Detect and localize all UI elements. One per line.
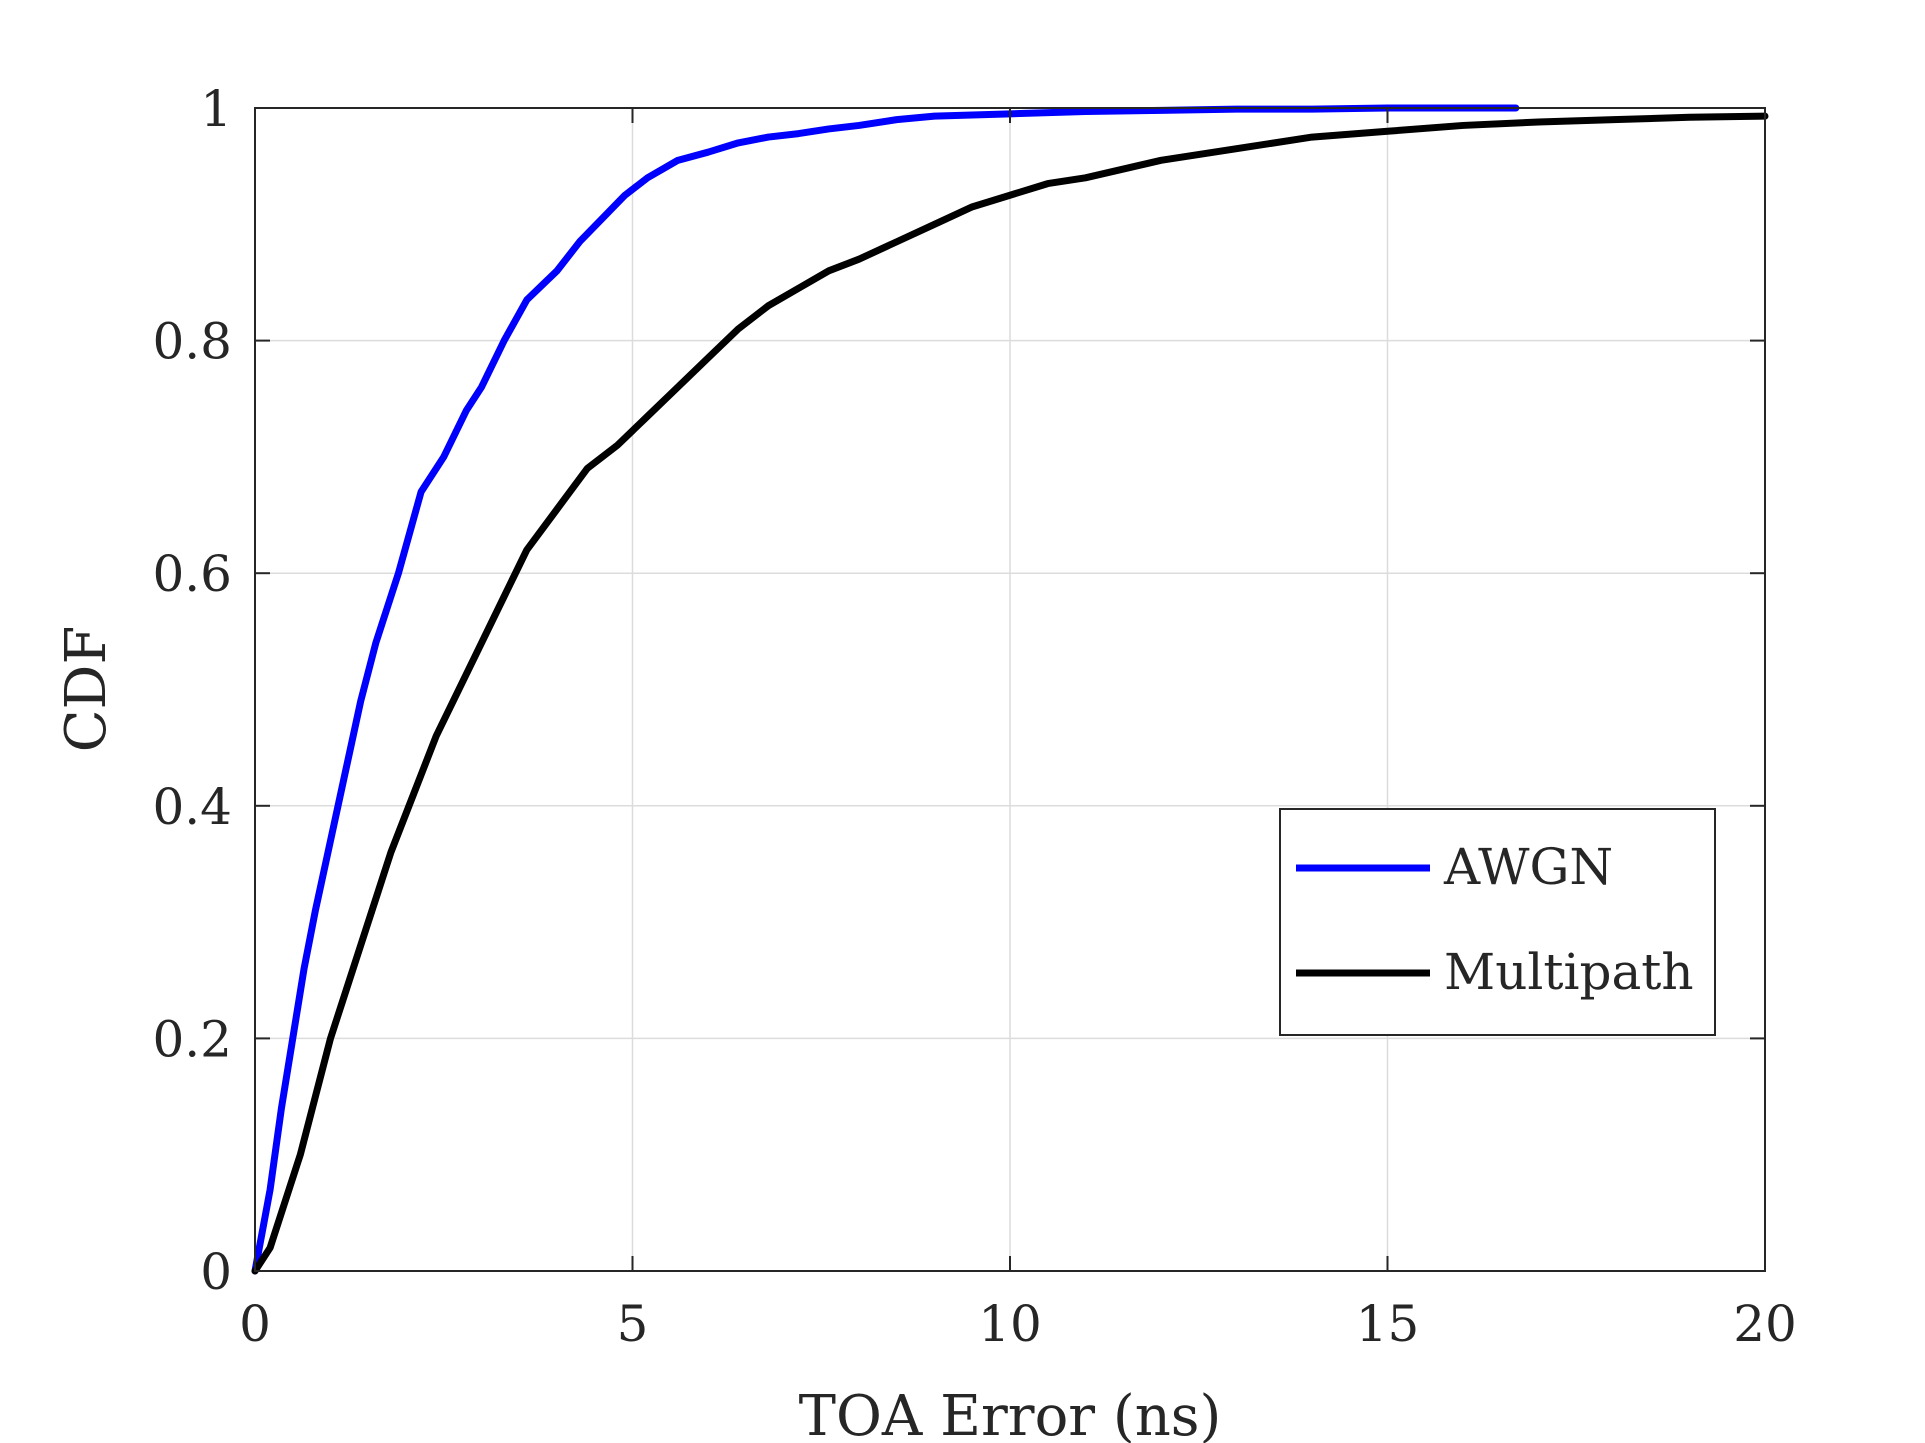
- x-tick-label: 15: [1356, 1295, 1420, 1353]
- x-tick-label: 20: [1733, 1295, 1797, 1353]
- y-axis-title: CDF: [54, 626, 119, 753]
- y-tick-label: 0.6: [152, 545, 232, 603]
- y-tick-label: 1: [200, 80, 232, 138]
- y-tick-label: 0.8: [152, 313, 232, 371]
- y-tick-label: 0: [200, 1243, 232, 1301]
- series-layer: [251, 104, 1769, 1275]
- series-line-multipath: [251, 112, 1769, 1275]
- ticks: [254, 107, 1766, 1272]
- series-line-awgn: [251, 104, 1520, 1275]
- legend: AWGN Multipath: [1279, 808, 1716, 1036]
- x-tick-label: 10: [978, 1295, 1042, 1353]
- x-tick-label: 0: [239, 1295, 271, 1353]
- legend-label-multipath: Multipath: [1444, 943, 1694, 1001]
- x-axis-title: TOA Error (ns): [799, 1384, 1222, 1443]
- legend-label-awgn: AWGN: [1443, 838, 1613, 896]
- x-tick-label: 5: [617, 1295, 649, 1353]
- legend-box: [1279, 808, 1716, 1036]
- y-tick-label: 0.4: [152, 778, 232, 836]
- grid: [255, 108, 1765, 1271]
- y-tick-label: 0.2: [152, 1010, 232, 1068]
- tick-labels: 0 5 10 15 20 0 0.2 0.4 0.6 0.8 1: [152, 80, 1796, 1353]
